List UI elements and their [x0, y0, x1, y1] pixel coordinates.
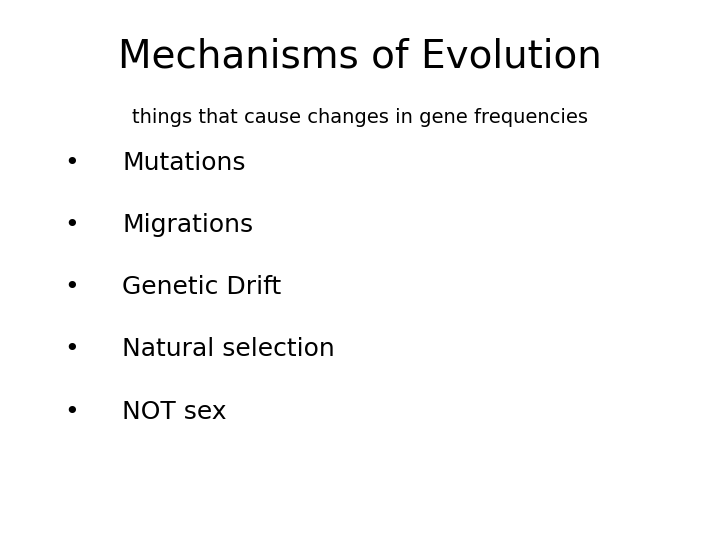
Text: NOT sex: NOT sex: [122, 400, 227, 423]
Text: Mechanisms of Evolution: Mechanisms of Evolution: [118, 38, 602, 76]
Text: Natural selection: Natural selection: [122, 338, 335, 361]
Text: •: •: [65, 400, 79, 423]
Text: •: •: [65, 213, 79, 237]
Text: Mutations: Mutations: [122, 151, 246, 175]
Text: •: •: [65, 275, 79, 299]
Text: things that cause changes in gene frequencies: things that cause changes in gene freque…: [132, 108, 588, 127]
Text: •: •: [65, 151, 79, 175]
Text: Genetic Drift: Genetic Drift: [122, 275, 282, 299]
Text: Migrations: Migrations: [122, 213, 253, 237]
Text: •: •: [65, 338, 79, 361]
